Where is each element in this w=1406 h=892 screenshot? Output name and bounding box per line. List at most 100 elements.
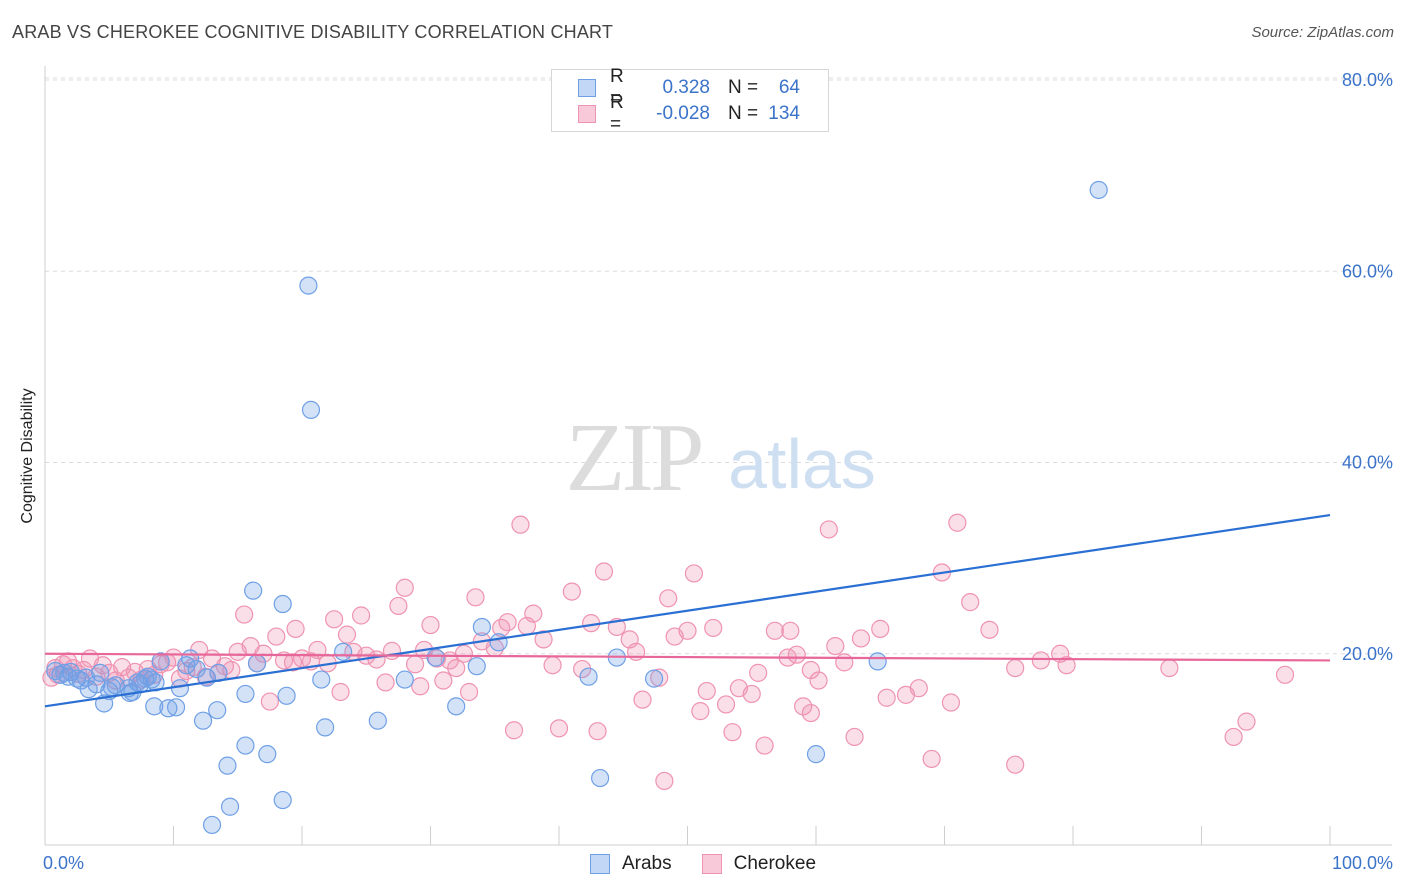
tick-labels: 20.0% 40.0% 60.0% 80.0% 0.0% 100.0%	[43, 70, 1393, 873]
cherokee-point	[716, 695, 736, 714]
arabs-point	[247, 654, 267, 673]
chart-title: ARAB VS CHEROKEE COGNITIVE DISABILITY CO…	[12, 22, 614, 42]
arabs-point	[273, 790, 292, 810]
cherokee-point	[454, 644, 474, 663]
cherokee-point	[235, 605, 254, 624]
y-tick-label: 80.0%	[1342, 70, 1393, 90]
watermark: ZIP atlas	[566, 404, 876, 512]
cherokee-point	[941, 693, 961, 712]
cherokee-point	[411, 677, 430, 696]
cherokee-point	[877, 688, 896, 707]
arabs-point	[868, 652, 887, 671]
watermark-zip: ZIP	[566, 404, 701, 512]
gridlines	[45, 77, 1392, 655]
r-value: -0.028	[656, 103, 710, 124]
n-label: N =	[728, 77, 759, 98]
cherokee-point	[801, 703, 820, 723]
cherokee-point	[684, 564, 704, 583]
cherokee-legend-label: Cherokee	[733, 853, 817, 874]
y-tick-label: 40.0%	[1342, 453, 1393, 473]
cherokee-point	[1275, 665, 1295, 684]
arabs-point	[218, 756, 237, 775]
r-label: R =	[610, 66, 624, 109]
arabs-point	[467, 657, 486, 676]
arabs-point	[368, 711, 387, 730]
cherokee-point	[851, 629, 871, 648]
arabs-point	[208, 701, 227, 720]
arabs-point	[334, 642, 353, 661]
cherokee-point	[1057, 656, 1076, 675]
cherokee-swatch	[578, 105, 596, 123]
cherokee-point	[1160, 658, 1179, 678]
arabs-point	[579, 667, 598, 686]
axes	[44, 66, 1392, 846]
cherokee-point	[382, 641, 402, 660]
cherokee-point	[980, 620, 999, 639]
cherokee-point	[1237, 712, 1256, 731]
arabs-point	[316, 718, 335, 737]
cherokee-point	[534, 630, 553, 649]
cherokee-point	[447, 658, 466, 678]
cherokee-point	[562, 582, 581, 601]
arabs-point	[299, 276, 318, 295]
y-axis-label: Cognitive Disability	[19, 388, 36, 524]
cherokee-point	[466, 588, 485, 607]
arabs-swatch	[578, 79, 596, 97]
cherokee-point	[871, 619, 890, 638]
cherokee-point	[678, 621, 697, 640]
series-legend: Arabs Cherokee	[0, 852, 1406, 876]
y-tick-label: 60.0%	[1342, 261, 1393, 281]
arabs-point	[591, 768, 610, 788]
x-tick-label: 100.0%	[1332, 853, 1393, 873]
cherokee-point	[543, 656, 562, 675]
cherokee-point	[337, 625, 357, 644]
cherokee-point	[845, 727, 864, 747]
arabs-points	[46, 180, 1108, 835]
x-tick-label: 0.0%	[43, 853, 84, 873]
legend-item-arabs[interactable]: Arabs	[589, 853, 672, 875]
cherokee-point	[801, 660, 820, 680]
arabs-point	[151, 652, 170, 671]
arabs-point	[77, 668, 96, 687]
cherokee-point	[697, 681, 716, 701]
cherokee-point	[1006, 658, 1025, 678]
cherokee-point	[367, 650, 386, 669]
cherokee-point	[922, 749, 941, 769]
arabs-point	[489, 633, 508, 652]
cherokee-points	[42, 513, 1295, 791]
arabs-point	[202, 815, 222, 835]
arabs-point	[447, 697, 466, 716]
arabs-point	[145, 697, 164, 716]
cherokee-point	[948, 513, 967, 532]
cherokee-point	[395, 578, 414, 597]
cherokee-point	[1224, 727, 1243, 747]
arabs-point	[472, 617, 491, 637]
cherokee-point	[283, 653, 303, 672]
cherokee-point	[755, 736, 774, 755]
cherokee-legend-swatch	[701, 854, 722, 874]
arabs-point	[301, 400, 321, 420]
cherokee-point	[691, 702, 710, 721]
arabs-point	[258, 745, 277, 764]
cherokee-point	[524, 604, 543, 623]
arabs-point	[220, 797, 240, 816]
n-value: 134	[768, 103, 800, 124]
cherokee-point	[961, 593, 980, 612]
cherokee-point	[260, 692, 279, 711]
cherokee-point	[765, 621, 784, 640]
cherokee-point	[723, 723, 742, 742]
cherokee-point	[781, 621, 800, 640]
arabs-point	[806, 745, 826, 764]
n-value: 64	[778, 77, 800, 98]
legend-item-cherokee[interactable]: Cherokee	[701, 853, 817, 875]
watermark-atlas: atlas	[728, 425, 876, 503]
source-label: Source: ZipAtlas.com	[1251, 24, 1394, 41]
trend-lines	[44, 514, 1331, 708]
cherokee-point	[352, 606, 371, 625]
arabs-point	[644, 669, 664, 688]
n-label: N =	[728, 103, 759, 124]
cherokee-point	[659, 589, 678, 608]
arabs-point	[236, 684, 255, 704]
y-tick-label: 20.0%	[1342, 644, 1393, 664]
cherokee-point	[331, 682, 350, 702]
